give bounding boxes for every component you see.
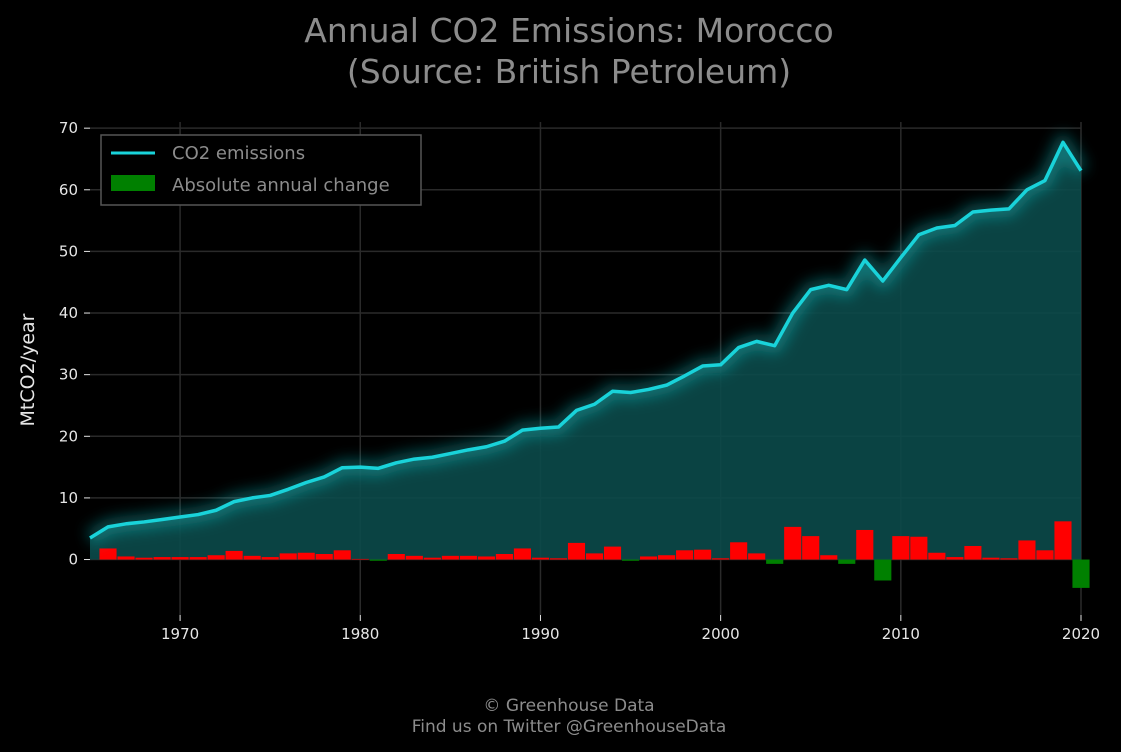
bar — [549, 558, 568, 560]
bar — [820, 555, 838, 560]
bar — [694, 549, 712, 560]
x-ticks: 1970 1980 1990 2000 2010 2020 — [161, 615, 1100, 643]
bar — [748, 553, 766, 560]
bar — [712, 558, 730, 560]
bar — [1054, 521, 1072, 560]
bar — [964, 545, 982, 560]
line-layer — [85, 134, 1088, 545]
bar — [99, 548, 117, 560]
y-tick-label: 40 — [59, 304, 78, 322]
x-tick-label: 2010 — [882, 625, 920, 643]
bar — [621, 559, 640, 561]
bar — [441, 555, 459, 560]
bar — [261, 557, 279, 560]
bar — [189, 557, 207, 560]
bar — [135, 557, 153, 560]
y-tick-label: 50 — [59, 242, 78, 260]
legend-label-emissions: CO2 emissions — [172, 143, 305, 164]
bar — [603, 546, 622, 560]
bar — [730, 542, 748, 560]
bar — [351, 558, 369, 560]
bar — [297, 552, 315, 560]
y-tick-label: 60 — [59, 181, 78, 199]
bars — [99, 521, 1090, 588]
bar — [838, 559, 856, 564]
bar — [153, 557, 171, 560]
y-tick-label: 20 — [59, 427, 78, 445]
x-tick-label: 2000 — [702, 625, 740, 643]
bar — [1036, 550, 1054, 560]
y-axis-label: MtCO2/year — [17, 313, 39, 426]
x-tick-label: 1990 — [521, 625, 559, 643]
bar — [982, 557, 1000, 560]
bar — [802, 536, 820, 560]
chart-title: Annual CO2 Emissions: Morocco — [304, 11, 834, 50]
bar — [1018, 540, 1036, 560]
bar — [459, 555, 477, 560]
bar — [1000, 558, 1018, 560]
bar — [333, 550, 351, 560]
bar — [405, 555, 423, 560]
bar — [1072, 559, 1090, 588]
bar — [513, 548, 531, 560]
bar — [874, 559, 892, 581]
bar — [225, 550, 243, 560]
credit-line-2: Find us on Twitter @GreenhouseData — [412, 717, 727, 737]
bar — [766, 559, 784, 564]
y-tick-label: 30 — [59, 366, 78, 384]
bar — [369, 559, 387, 561]
x-tick-label: 1980 — [341, 625, 379, 643]
bar — [640, 556, 658, 560]
bar — [567, 542, 586, 560]
y-tick-label: 70 — [59, 119, 78, 137]
bar — [784, 526, 802, 560]
bar — [171, 557, 189, 560]
emissions-line — [89, 140, 1083, 540]
y-tick-label: 0 — [68, 551, 78, 569]
bar — [243, 555, 261, 560]
bar — [910, 536, 928, 560]
emissions-area — [90, 142, 1081, 560]
bar — [279, 553, 297, 560]
bar — [423, 557, 441, 560]
y-ticks: 0 10 20 30 40 50 60 70 — [59, 119, 90, 569]
bar — [585, 553, 604, 560]
bar — [315, 553, 333, 560]
bar — [946, 557, 964, 560]
legend-bar-swatch — [111, 175, 155, 191]
bar — [531, 557, 550, 560]
bar — [387, 553, 405, 560]
x-tick-label: 1970 — [161, 625, 199, 643]
bar — [658, 555, 676, 560]
bar — [495, 553, 513, 560]
legend-box — [100, 134, 422, 206]
y-tick-label: 10 — [59, 489, 78, 507]
bar — [207, 555, 225, 560]
chart-subtitle: (Source: British Petroleum) — [347, 52, 791, 91]
area-layer — [90, 142, 1081, 560]
bar — [928, 552, 946, 560]
credit-line-1: © Greenhouse Data — [483, 696, 654, 716]
bar — [117, 556, 135, 560]
x-tick-label: 2020 — [1062, 625, 1100, 643]
legend: CO2 emissions Absolute annual change — [100, 134, 422, 206]
legend-label-change: Absolute annual change — [172, 175, 390, 196]
bar — [892, 536, 910, 560]
bar — [477, 556, 495, 560]
bar — [856, 529, 874, 560]
bar — [676, 550, 694, 560]
